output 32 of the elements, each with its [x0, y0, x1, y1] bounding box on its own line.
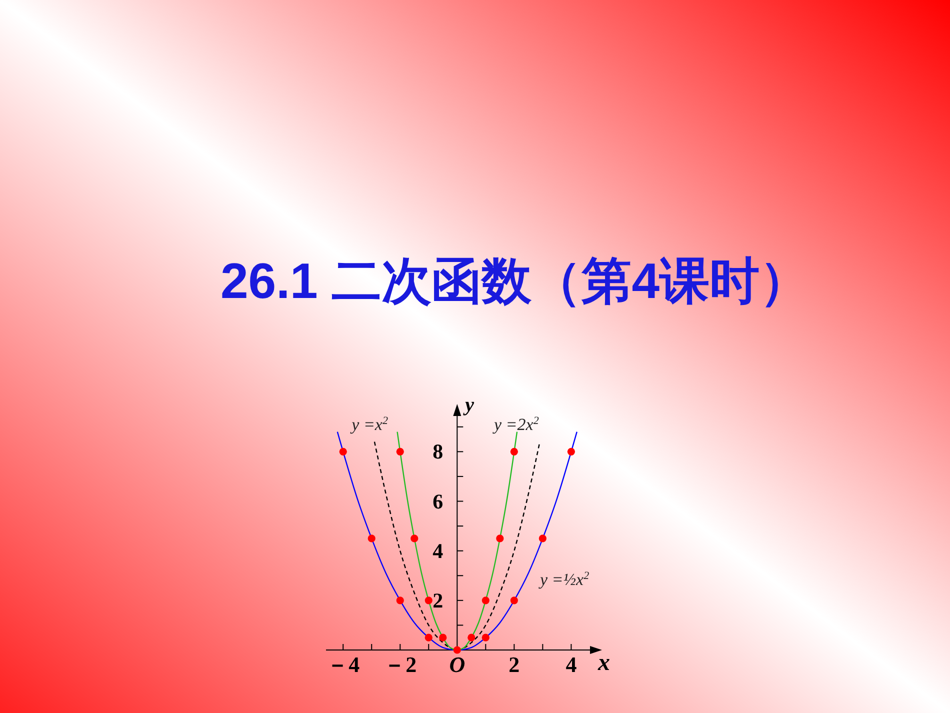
- y-tick-label: 2: [432, 588, 444, 612]
- point: [510, 596, 518, 604]
- point: [453, 646, 461, 654]
- x-tick-label: 4: [566, 652, 577, 677]
- y-tick-label: 6: [432, 489, 444, 514]
- y-tick-label: 8: [432, 440, 444, 464]
- x-tick-label: －4: [326, 652, 360, 677]
- x-tick-label: －2: [384, 652, 417, 677]
- x-axis-title: x: [597, 650, 610, 676]
- point: [424, 634, 432, 642]
- point: [496, 534, 504, 542]
- point: [339, 448, 347, 456]
- point: [482, 634, 490, 642]
- x-tick-label: O: [449, 652, 466, 677]
- series-label: y =2x$^{2}$: [492, 415, 540, 434]
- point: [396, 448, 404, 456]
- x-tick-label: 2: [508, 652, 520, 677]
- point: [439, 634, 447, 642]
- point: [538, 534, 546, 542]
- point: [510, 448, 518, 456]
- point: [468, 634, 476, 642]
- point: [396, 596, 404, 604]
- series-label: y =½x$^{2}$: [538, 570, 590, 589]
- point: [368, 534, 376, 542]
- point: [482, 596, 490, 604]
- y-tick-label: 4: [432, 538, 444, 563]
- point: [567, 448, 575, 456]
- point: [424, 596, 432, 604]
- series-label: y =x$^{2}$: [350, 415, 388, 434]
- y-axis-title: y: [463, 394, 474, 416]
- point: [410, 534, 418, 542]
- chart-title: 26.1 二次函数（第4课时）: [220, 253, 810, 309]
